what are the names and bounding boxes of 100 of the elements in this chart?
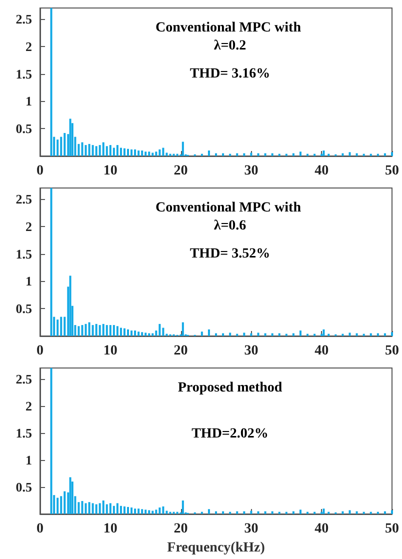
bar (134, 330, 136, 336)
bar (215, 333, 217, 336)
x-tick-label: 0 (36, 164, 44, 178)
bar (130, 508, 133, 514)
bar (342, 153, 344, 156)
bar (98, 145, 101, 156)
x-tick-label: 40 (314, 522, 329, 536)
bar (384, 153, 386, 156)
bar (98, 503, 101, 514)
bar (148, 152, 150, 156)
bar (141, 509, 144, 514)
bar (102, 324, 104, 336)
bar (50, 8, 52, 156)
bar (127, 329, 129, 336)
bar (215, 153, 217, 156)
bar (109, 503, 112, 514)
bar (95, 324, 98, 336)
bar (102, 500, 104, 514)
x-tick-label: 50 (385, 344, 399, 358)
bar (81, 142, 84, 156)
bar (348, 332, 351, 336)
bar (106, 325, 108, 336)
bar (162, 148, 164, 156)
x-tick-label: 30 (244, 164, 258, 178)
bar (78, 326, 80, 336)
bar (152, 152, 154, 156)
bar (64, 491, 66, 514)
bar (144, 152, 147, 156)
bar (292, 153, 294, 156)
bar (257, 153, 260, 156)
bar (116, 503, 118, 514)
bar (322, 150, 325, 156)
x-tick-label: 20 (174, 344, 188, 358)
text: Proposed method (178, 380, 282, 396)
y-tick-label: 2.5 (16, 191, 32, 206)
bar (116, 326, 118, 336)
bar (141, 332, 144, 336)
bar (322, 329, 325, 336)
bar (376, 333, 379, 336)
bar (88, 322, 90, 336)
bar (123, 328, 126, 336)
x-tick-label: 0 (36, 344, 44, 358)
bar (112, 148, 115, 156)
bar (182, 500, 184, 514)
bar (81, 325, 84, 336)
bar (127, 148, 129, 156)
bar (60, 136, 62, 156)
bar (56, 498, 59, 514)
y-tick-label: 1.5 (16, 425, 32, 440)
bar (84, 503, 87, 514)
bar (112, 325, 115, 336)
y-tick-label: 0.5 (16, 121, 32, 136)
bar (88, 502, 90, 514)
x-tick-label: 10 (103, 522, 118, 536)
bar (69, 276, 72, 336)
bar (134, 149, 136, 156)
bar (138, 508, 140, 514)
bar (130, 330, 133, 336)
bar (257, 511, 260, 514)
bar (120, 506, 122, 514)
bar (92, 145, 94, 156)
bar (106, 504, 108, 514)
x-tick-label: 10 (103, 164, 118, 178)
bar (152, 333, 154, 336)
bar (120, 148, 122, 156)
y-tick-label: 2.5 (16, 371, 32, 386)
bar (148, 333, 150, 336)
bar (215, 511, 217, 514)
bar (208, 329, 210, 336)
bar (166, 510, 168, 514)
bar (243, 511, 246, 514)
x-tick-label: 40 (314, 344, 329, 358)
y-tick-label: 2.5 (16, 11, 32, 26)
x-axis-title: Frequency(kHz) (167, 540, 266, 556)
bar (257, 332, 260, 336)
bar (162, 506, 164, 514)
bar (322, 508, 325, 514)
bar (158, 149, 161, 156)
y-tick-label: 1 (26, 94, 32, 109)
bar (155, 152, 158, 156)
x-tick-label: 30 (244, 344, 258, 358)
bar (222, 333, 224, 336)
bar (182, 322, 184, 336)
bar (152, 510, 154, 514)
bar (264, 511, 266, 514)
bar (243, 153, 246, 156)
bar (144, 510, 147, 514)
bar (292, 511, 294, 514)
y-tick-label: 2 (26, 398, 32, 414)
bar (299, 152, 302, 156)
bar (56, 320, 59, 336)
x-tick-label: 50 (385, 522, 399, 536)
annotation: THD=2.02% (192, 426, 268, 442)
x-tick-label: 10 (103, 344, 118, 358)
bar (208, 150, 210, 156)
bar (148, 510, 150, 514)
bar (50, 368, 52, 514)
bar (162, 328, 164, 336)
bar (200, 332, 203, 336)
bar (299, 510, 302, 514)
